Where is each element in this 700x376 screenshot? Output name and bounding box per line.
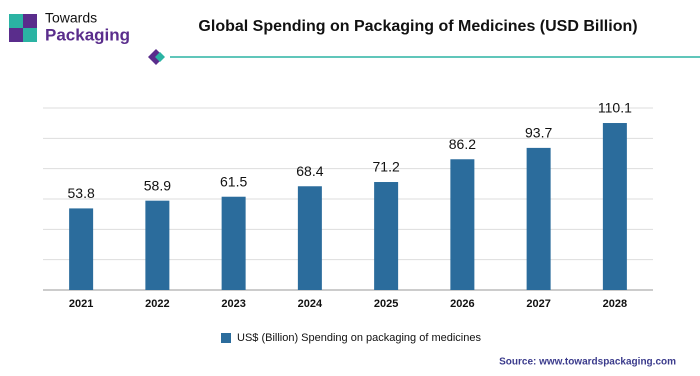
bar [602, 123, 627, 290]
source: Source: www.towardspackaging.com [499, 357, 676, 368]
x-tick-label: 2024 [298, 298, 323, 310]
x-tick-label: 2026 [450, 298, 474, 310]
data-label: 53.8 [68, 185, 95, 201]
logo-icon [23, 28, 37, 42]
legend-swatch [221, 333, 231, 343]
bar [221, 196, 246, 290]
x-tick-label: 2028 [603, 298, 627, 310]
data-label: 61.5 [220, 173, 247, 189]
logo-icon [9, 14, 23, 28]
data-label: 110.1 [598, 100, 632, 116]
x-tick-label: 2022 [145, 298, 169, 310]
bar [297, 186, 322, 290]
x-tick-label: 2027 [526, 298, 550, 310]
logo-icon [9, 28, 23, 42]
bar [526, 147, 551, 290]
logo: Towards Packaging [9, 10, 130, 44]
bar [374, 182, 399, 290]
divider-icon [155, 52, 165, 62]
data-label: 86.2 [449, 136, 476, 152]
data-label: 68.4 [296, 163, 323, 179]
brand-line1: Towards [45, 10, 97, 26]
x-tick-label: 2023 [221, 298, 245, 310]
x-tick-label: 2021 [69, 298, 93, 310]
data-label: 71.2 [373, 159, 400, 175]
data-label: 58.9 [144, 177, 171, 193]
data-label: 93.7 [525, 125, 552, 141]
chart-title: Global Spending on Packaging of Medicine… [198, 18, 637, 35]
logo-icon [23, 14, 37, 28]
bar [145, 200, 170, 290]
bar [69, 208, 94, 290]
bar [450, 159, 475, 290]
legend-label: US$ (Billion) Spending on packaging of m… [237, 332, 481, 344]
brand-line2: Packaging [45, 25, 130, 44]
x-tick-label: 2025 [374, 298, 398, 310]
